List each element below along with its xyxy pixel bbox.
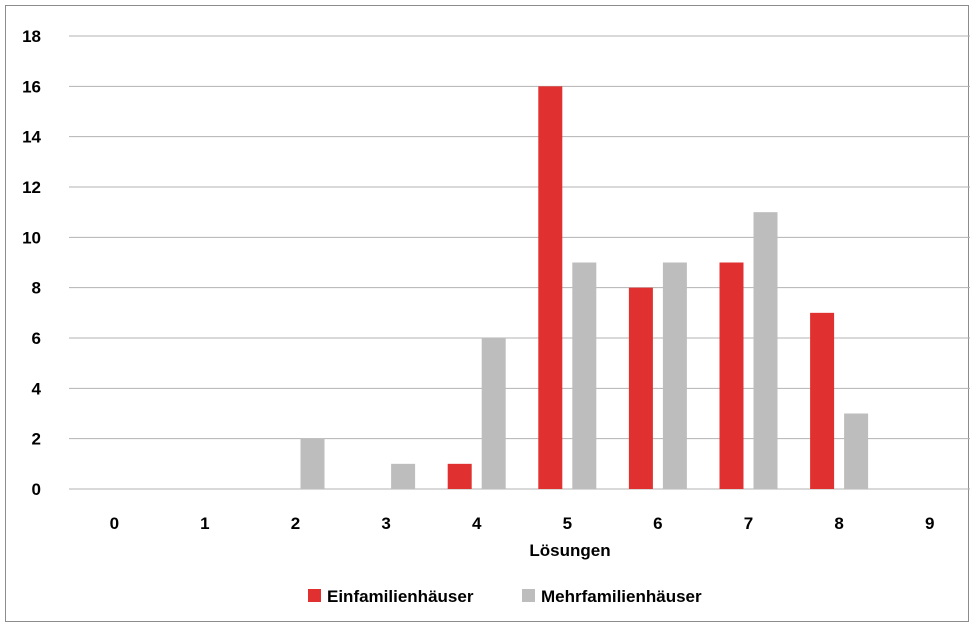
y-tick-label: 0 — [32, 480, 41, 499]
bar-einfamilien — [719, 262, 744, 489]
x-tick-label: 3 — [381, 514, 390, 533]
legend: Einfamilienhäuser Mehrfamilienhäuser — [308, 587, 702, 606]
y-tick-label: 14 — [22, 128, 41, 147]
bar-mehrfamilien — [572, 262, 597, 489]
x-tick-label: 8 — [834, 514, 843, 533]
legend-swatch — [308, 589, 321, 602]
bar-einfamilien — [538, 86, 563, 489]
x-tick-label: 4 — [472, 514, 482, 533]
y-tick-label: 10 — [22, 228, 41, 247]
y-tick-label: 2 — [32, 430, 41, 449]
y-tick-label: 8 — [32, 279, 41, 298]
legend-label: Einfamilienhäuser — [327, 587, 474, 606]
x-tick-label: 9 — [925, 514, 934, 533]
x-tick-label: 7 — [744, 514, 753, 533]
x-tick-label: 1 — [200, 514, 209, 533]
bar-mehrfamilien — [844, 413, 869, 489]
y-tick-label: 18 — [22, 27, 41, 46]
y-tick-label: 6 — [32, 329, 41, 348]
bar-mehrfamilien — [391, 463, 416, 489]
bar-einfamilien — [628, 287, 653, 489]
y-axis-ticks: 0 2 4 6 8 10 12 14 16 18 — [22, 27, 41, 499]
y-tick-label: 12 — [22, 178, 41, 197]
y-tick-label: 4 — [32, 379, 42, 398]
y-tick-label: 16 — [22, 77, 41, 96]
x-tick-label: 2 — [291, 514, 300, 533]
bar-einfamilien — [447, 463, 472, 489]
legend-label: Mehrfamilienhäuser — [541, 587, 702, 606]
bar-mehrfamilien — [753, 212, 778, 489]
x-axis-title: Lösungen — [529, 541, 610, 560]
bar-mehrfamilien — [662, 262, 687, 489]
x-tick-label: 5 — [563, 514, 572, 533]
bar-einfamilien — [810, 312, 835, 489]
bars — [300, 86, 869, 489]
bar-mehrfamilien — [300, 438, 325, 489]
bar-mehrfamilien — [481, 338, 506, 489]
gridlines — [69, 35, 970, 490]
legend-swatch — [522, 589, 535, 602]
x-tick-label: 6 — [653, 514, 662, 533]
x-axis-ticks: 0 1 2 3 4 5 6 7 8 9 — [110, 514, 935, 533]
x-tick-label: 0 — [110, 514, 119, 533]
